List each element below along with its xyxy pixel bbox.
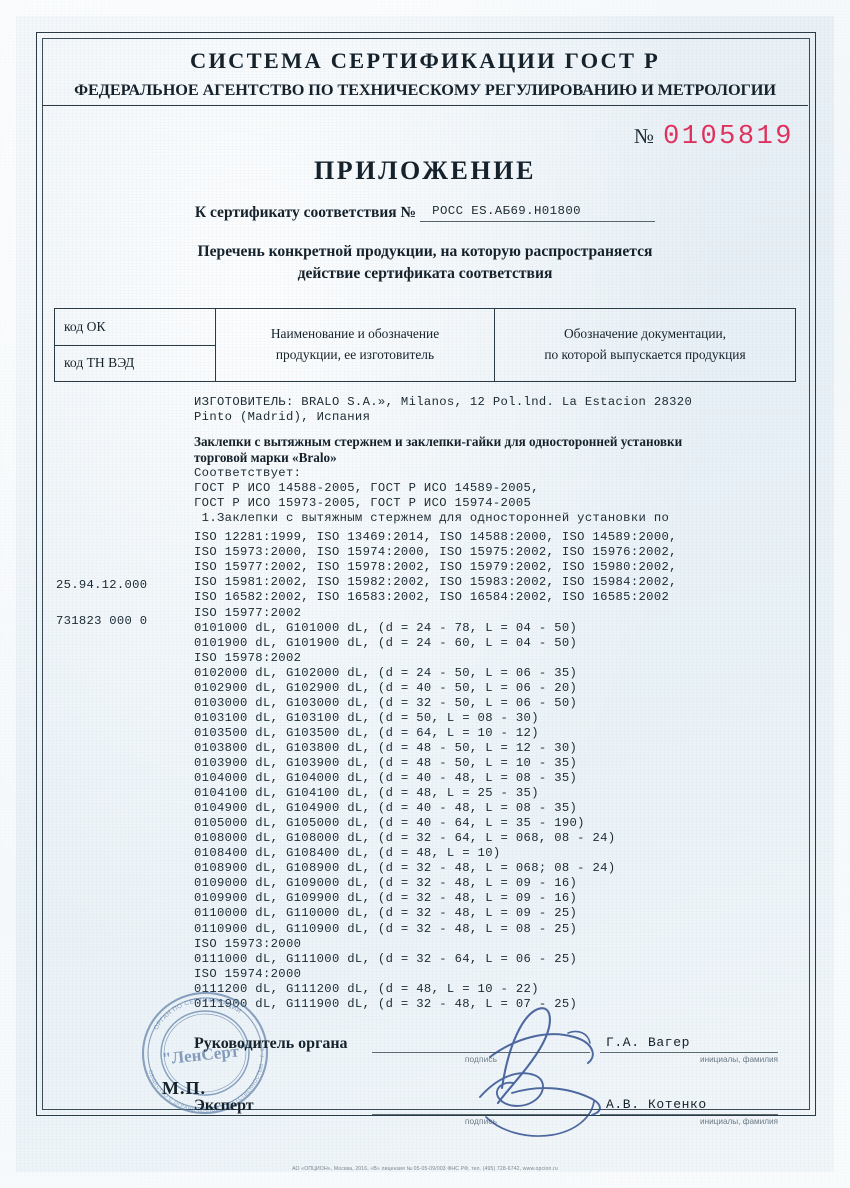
- manufacturer-line-2: Pinto (Madrid), Испания: [194, 410, 371, 425]
- product-item-line: 0111000 dL, G111000 dL, (d = 32 - 64, L …: [194, 951, 578, 966]
- iso-standards-block: ISO 12281:1999, ISO 13469:2014, ISO 1458…: [194, 530, 794, 605]
- head-name: Г.А. Вагер: [606, 1035, 691, 1050]
- product-item-line: 0103500 dL, G103500 dL, (d = 64, L = 10 …: [194, 725, 539, 740]
- product-items-block: ISO 15977:2002 0101000 dL, G101000 dL, (d…: [194, 606, 794, 1012]
- header-product-line-2: продукции, ее изготовитель: [275, 347, 435, 363]
- product-item-line: 0110900 dL, G110900 dL, (d = 32 - 48, L …: [194, 921, 578, 936]
- product-description-line-1: Заклепки с вытяжным стержнем и заклепки-…: [194, 434, 683, 450]
- signature-row-expert: Эксперт подпись А.В. Котенко инициалы, ф…: [194, 1075, 778, 1126]
- header-code-ok: код ОК: [55, 309, 215, 346]
- product-item-line: 0110000 dL, G110000 dL, (d = 32 - 48, L …: [194, 906, 578, 921]
- product-item-line: 0111200 dL, G111200 dL, (d = 48, L = 10 …: [194, 981, 539, 996]
- product-item-line: 0102000 dL, G102000 dL, (d = 24 - 50, L …: [194, 665, 578, 680]
- product-item-line: 0101900 dL, G101900 dL, (d = 24 - 60, L …: [194, 635, 578, 650]
- certificate-number-field: РОСС ES.АБ69.Н01800: [420, 202, 656, 222]
- codes-column: 25.94.12.000 731823 000 0: [56, 578, 216, 628]
- product-item-line: 0102900 dL, G102900 dL, (d = 40 - 50, L …: [194, 680, 578, 695]
- gost-line-1: ГОСТ Р ИСО 14588-2005, ГОСТ Р ИСО 14589-…: [194, 481, 539, 496]
- agency-title: ФЕДЕРАЛЬНОЕ АГЕНТСТВО ПО ТЕХНИЧЕСКОМУ РЕ…: [74, 79, 776, 99]
- product-item-line: 0101000 dL, G101000 dL, (d = 24 - 78, L …: [194, 620, 578, 635]
- product-item-line: 0103800 dL, G103800 dL, (d = 48 - 50, L …: [194, 740, 578, 755]
- product-listing-area: 25.94.12.000 731823 000 0 ИЗГОТОВИТЕЛЬ: …: [42, 386, 808, 1066]
- section-1-heading: 1.Заклепки с вытяжным стержнем для однос…: [194, 511, 670, 526]
- border-frame-outer: [36, 32, 816, 1116]
- product-item-line: 0111900 dL, G111900 dL, (d = 32 - 48, L …: [194, 996, 578, 1011]
- product-item-line: ISO 15978:2002: [194, 650, 302, 665]
- product-item-line: 0104000 dL, G104000 dL, (d = 40 - 48, L …: [194, 771, 578, 786]
- certificate-number-row: № 0105819: [42, 106, 808, 152]
- document-header: СИСТЕМА СЕРТИФИКАЦИИ ГОСТ Р ФЕДЕРАЛЬНОЕ …: [42, 38, 808, 106]
- head-signature-line: подпись: [372, 1030, 590, 1064]
- conforms-label: Соответствует:: [194, 466, 302, 481]
- system-title: СИСТЕМА СЕРТИФИКАЦИИ ГОСТ Р: [190, 48, 660, 73]
- product-item-line: 0104900 dL, G104900 dL, (d = 40 - 48, L …: [194, 801, 578, 816]
- certificate-reference: К сертификату соответствия № РОСС ES.АБ6…: [42, 202, 808, 222]
- iso-standard-line: ISO 16582:2002, ISO 16583:2002, ISO 1658…: [194, 590, 670, 605]
- document-subtitle: Перечень конкретной продукции, на котору…: [42, 241, 808, 286]
- product-item-line: 0103100 dL, G103100 dL, (d = 50, L = 08 …: [194, 710, 539, 725]
- expert-name-field: А.В. Котенко инициалы, фамилия: [600, 1092, 778, 1126]
- header-doc-line-2: по которой выпускается продукция: [544, 347, 746, 363]
- expert-signature-line: подпись: [372, 1092, 590, 1126]
- head-name-field: Г.А. Вагер инициалы, фамилия: [600, 1030, 778, 1064]
- product-item-line: 0104100 dL, G104100 dL, (d = 48, L = 25 …: [194, 786, 539, 801]
- head-title: Руководитель органа: [194, 1035, 348, 1052]
- expert-signature-caption: подпись: [464, 1117, 498, 1126]
- head-name-caption: инициалы, фамилия: [700, 1055, 778, 1064]
- signature-row-head: Руководитель органа подпись Г.А. Вагер и…: [194, 1013, 778, 1064]
- header-doc-line-1: Обозначение документации,: [563, 326, 727, 342]
- signature-area: Руководитель органа подпись Г.А. Вагер и…: [42, 1013, 808, 1126]
- iso-standard-line: ISO 15977:2002, ISO 15978:2002, ISO 1597…: [194, 560, 677, 575]
- iso-standard-line: ISO 12281:1999, ISO 13469:2014, ISO 1458…: [194, 530, 677, 545]
- border-frame-inner: [42, 38, 810, 1110]
- document-content: СИСТЕМА СЕРТИФИКАЦИИ ГОСТ Р ФЕДЕРАЛЬНОЕ …: [42, 38, 808, 1172]
- product-description-line-2: торговой марки «Bralo»: [194, 450, 337, 466]
- product-item-line: 0109900 dL, G109900 dL, (d = 32 - 48, L …: [194, 891, 578, 906]
- stamp-mp-label: М.П.: [162, 1078, 206, 1098]
- gost-line-2: ГОСТ Р ИСО 15973-2005, ГОСТ Р ИСО 15974-…: [194, 496, 532, 511]
- certificate-number: № 0105819: [634, 122, 794, 152]
- subtitle-line-2: действие сертификата соответствия: [297, 265, 553, 283]
- product-item-line: ISO 15973:2000: [194, 936, 302, 951]
- iso-standard-line: ISO 15981:2002, ISO 15982:2002, ISO 1598…: [194, 575, 677, 590]
- product-item-line: ISO 15977:2002: [194, 605, 302, 620]
- product-item-line: 0105000 dL, G105000 dL, (d = 40 - 64, L …: [194, 816, 585, 831]
- product-item-line: 0109000 dL, G109000 dL, (d = 32 - 48, L …: [194, 876, 578, 891]
- subtitle-line-1: Перечень конкретной продукции, на котору…: [197, 242, 653, 260]
- number-value: 0105819: [663, 121, 794, 152]
- expert-title: Эксперт: [194, 1097, 254, 1114]
- expert-name-caption: инициалы, фамилия: [700, 1117, 778, 1126]
- product-description-column: ИЗГОТОВИТЕЛЬ: BRALO S.A.», Milanos, 12 P…: [194, 386, 794, 1012]
- header-product-line-1: Наименование и обозначение: [270, 326, 440, 342]
- iso-standard-line: ISO 15973:2000, ISO 15974:2000, ISO 1597…: [194, 545, 677, 560]
- code-tnved-value: 731823 000 0: [56, 614, 148, 629]
- product-item-line: 0108000 dL, G108000 dL, (d = 32 - 64, L …: [194, 831, 616, 846]
- footer-imprint: АО «ОПЦИОН», Москва, 2016, «В» лицензия …: [292, 1166, 558, 1172]
- certificate-number-value: РОСС ES.АБ69.Н01800: [432, 203, 581, 218]
- table-column-product: Наименование и обозначение продукции, ее…: [216, 309, 495, 382]
- head-signature-caption: подпись: [464, 1055, 498, 1064]
- code-ok-value: 25.94.12.000: [56, 578, 148, 593]
- appendix-title: ПРИЛОЖЕНИЕ: [313, 155, 537, 185]
- certificate-label: К сертификату соответствия №: [194, 203, 417, 221]
- expert-name: А.В. Котенко: [606, 1097, 707, 1112]
- table-column-codes: код ОК код ТН ВЭД: [55, 309, 216, 382]
- header-code-tnved: код ТН ВЭД: [64, 355, 135, 371]
- manufacturer-line-1: ИЗГОТОВИТЕЛЬ: BRALO S.A.», Milanos, 12 P…: [194, 395, 693, 410]
- table-column-documentation: Обозначение документации, по которой вып…: [495, 309, 795, 381]
- product-item-line: 0103900 dL, G103900 dL, (d = 48 - 50, L …: [194, 756, 578, 770]
- product-table-header: код ОК код ТН ВЭД Наименование и обознач…: [54, 308, 796, 383]
- product-item-line: 0108900 dL, G108900 dL, (d = 32 - 48, L …: [194, 861, 616, 876]
- product-item-line: 0103000 dL, G103000 dL, (d = 32 - 50, L …: [194, 695, 578, 710]
- number-symbol: №: [634, 123, 655, 148]
- product-item-line: 0108400 dL, G108400 dL, (d = 48, L = 10): [194, 846, 501, 861]
- product-item-line: ISO 15974:2000: [194, 966, 302, 981]
